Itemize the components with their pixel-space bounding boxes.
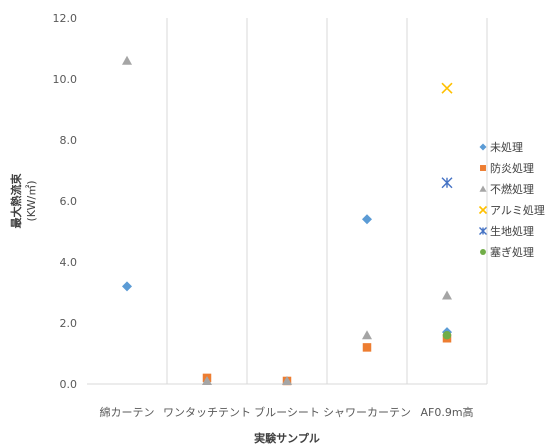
legend-item: 塞ぎ処理 [480, 245, 534, 259]
data-point [442, 290, 452, 300]
data-point [362, 214, 372, 225]
data-point [478, 205, 488, 215]
y-axis-ticks: 0.0 2.0 4.0 6.0 8.0 10.0 12.0 [53, 12, 78, 391]
x-tick-label: シャワーカーテン [323, 406, 411, 419]
x-tick-label: ブルーシート [254, 405, 320, 419]
legend-label: 不燃処理 [490, 182, 534, 196]
data-point [479, 185, 487, 192]
y-axis-unit: (KW/㎡) [25, 181, 38, 222]
data-point [441, 82, 453, 94]
data-point [122, 55, 132, 65]
x-tick-label: 綿カーテン [100, 405, 155, 419]
data-point [362, 343, 372, 352]
data-point [479, 227, 487, 235]
legend-label: 未処理 [490, 141, 523, 154]
y-tick-label: 4.0 [60, 256, 78, 269]
legend-label: アルミ処理 [490, 204, 545, 217]
y-tick-label: 2.0 [60, 317, 78, 330]
data-point [480, 165, 486, 171]
legend-label: 防炎処理 [490, 161, 534, 175]
data-point [362, 330, 372, 340]
legend-item: 防炎処理 [480, 161, 534, 175]
y-tick-label: 8.0 [60, 134, 78, 147]
y-axis-title: 最大熱流束 [9, 173, 23, 229]
data-points [122, 55, 453, 386]
x-tick-label: ワンタッチテント [163, 406, 251, 419]
data-point [479, 143, 487, 151]
gridlines [166, 18, 488, 384]
data-point [442, 330, 452, 340]
y-tick-label: 0.0 [60, 378, 78, 391]
legend-label: 生地処理 [490, 224, 534, 238]
y-tick-label: 10.0 [53, 73, 78, 86]
y-tick-label: 12.0 [53, 12, 78, 25]
data-point [282, 375, 292, 385]
legend-item: 不燃処理 [479, 182, 534, 196]
data-point [122, 281, 132, 292]
legend-item: 未処理 [479, 141, 523, 154]
data-point [202, 375, 212, 385]
legend-item: 生地処理 [479, 224, 534, 238]
data-point [441, 177, 453, 189]
y-tick-label: 6.0 [60, 195, 78, 208]
legend-item: アルミ処理 [478, 204, 545, 217]
data-point [480, 249, 486, 255]
legend-label: 塞ぎ処理 [490, 245, 534, 259]
x-axis-title: 実験サンプル [254, 431, 320, 445]
x-tick-label: AF0.9m高 [420, 405, 473, 419]
x-axis-ticks: 綿カーテン ワンタッチテント ブルーシート シャワーカーテン AF0.9m高 [100, 405, 474, 419]
